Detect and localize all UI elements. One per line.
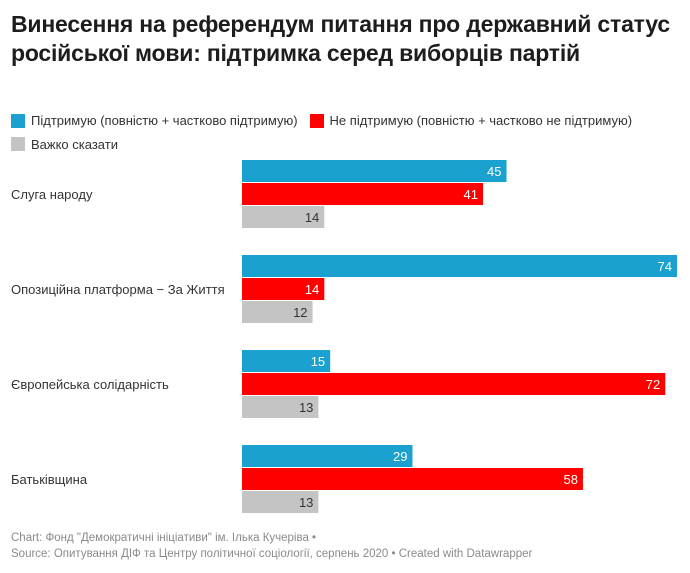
bar [242, 278, 325, 300]
bar [242, 445, 413, 467]
bar-group: Батьківщина 29 58 13 [11, 445, 583, 513]
bar-group: Європейська солідарність 15 72 13 [11, 350, 666, 418]
bar [242, 301, 313, 323]
legend-item-oppose: Не підтримую (повністю + частково не під… [309, 110, 633, 131]
bar-value-label: 45 [487, 164, 501, 179]
bar-value-label: 14 [305, 282, 319, 297]
legend-label-undecided: Важко сказати [31, 136, 118, 152]
bar-value-label: 15 [311, 354, 325, 369]
legend-swatch-undecided [11, 137, 25, 151]
category-label: Опозиційна платформа − За Життя [11, 282, 225, 297]
bar [242, 160, 507, 182]
bar [242, 396, 319, 418]
legend-item-undecided: Важко сказати [11, 134, 118, 155]
bar [242, 468, 583, 490]
legend-label-oppose: Не підтримую (повністю + частково не під… [329, 113, 633, 128]
bar-group: Слуга народу 45 41 14 [11, 160, 507, 228]
bar [242, 491, 319, 513]
category-label: Європейська солідарність [11, 377, 169, 392]
footer: Chart: Фонд "Демократичні ініціативи" ім… [11, 530, 532, 562]
legend: Підтримую (повністю + частково підтримую… [11, 110, 681, 157]
legend-swatch-oppose [309, 113, 324, 128]
legend-swatch-support [11, 113, 25, 128]
bar-value-label: 58 [563, 472, 577, 487]
chart-title: Винесення на референдум питання про держ… [11, 11, 670, 66]
legend-item-support: Підтримую (повністю + частково підтримую… [11, 110, 298, 131]
category-label: Батьківщина [11, 472, 88, 487]
legend-label-support: Підтримую (повністю + частково підтримую… [31, 113, 298, 128]
bar-group: Опозиційна платформа − За Життя 74 14 12 [11, 255, 677, 323]
bar-value-label: 41 [464, 187, 478, 202]
bar [242, 255, 677, 277]
bar-value-label: 12 [293, 305, 307, 320]
bar [242, 373, 666, 395]
bar-value-label: 72 [646, 377, 660, 392]
bar-value-label: 14 [305, 210, 319, 225]
bar-value-label: 13 [299, 400, 313, 415]
bar [242, 350, 331, 372]
bar [242, 183, 484, 205]
bar-value-label: 29 [393, 449, 407, 464]
category-label: Слуга народу [11, 187, 93, 202]
footer-credit: Chart: Фонд "Демократичні ініціативи" ім… [11, 532, 317, 544]
bar-value-label: 74 [658, 259, 672, 274]
bar [242, 206, 325, 228]
footer-source: Source: Опитування ДІФ та Центру політич… [11, 548, 533, 560]
bar-value-label: 13 [299, 495, 313, 510]
